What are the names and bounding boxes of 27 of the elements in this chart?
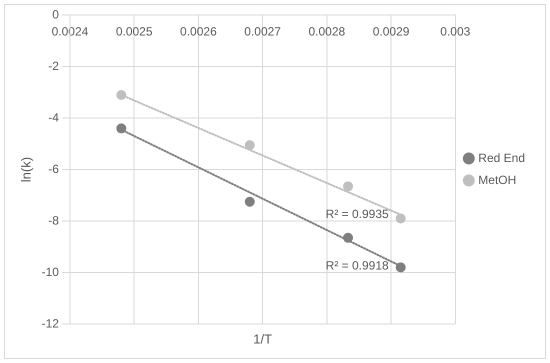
x-tick-label: 0.0026 xyxy=(180,24,218,39)
y-tick-label: 0 xyxy=(52,8,60,22)
point xyxy=(244,140,255,150)
annotation: R² = 0.9918 xyxy=(326,258,390,272)
point xyxy=(396,262,406,272)
point xyxy=(343,181,354,192)
x-tick-label: 0.0027 xyxy=(244,24,282,39)
legend-label: MetOH xyxy=(478,172,516,187)
point xyxy=(396,213,406,224)
y-tick-label: -6 xyxy=(48,162,60,176)
y-tick-label: -2 xyxy=(48,58,60,73)
annotation: R² = 0.9935 xyxy=(326,206,390,221)
legend-label: Red End xyxy=(478,150,526,165)
x-axis-title: 1/T xyxy=(253,332,272,347)
y-tick-label: -10 xyxy=(42,264,60,279)
y-tick-label: -8 xyxy=(48,213,60,228)
point xyxy=(116,123,126,134)
x-tick-label: 0.0029 xyxy=(372,24,410,39)
x-tick-label: 0.0028 xyxy=(308,24,346,39)
y-axis-title: ln(k) xyxy=(18,156,34,182)
y-tick-label: -4 xyxy=(48,110,60,124)
point xyxy=(244,196,255,207)
x-tick-label: 0.003 xyxy=(440,24,471,39)
point xyxy=(116,90,126,100)
x-tick-label: 0.0025 xyxy=(116,24,153,39)
y-tick-label: -12 xyxy=(42,316,60,330)
point xyxy=(343,232,354,243)
